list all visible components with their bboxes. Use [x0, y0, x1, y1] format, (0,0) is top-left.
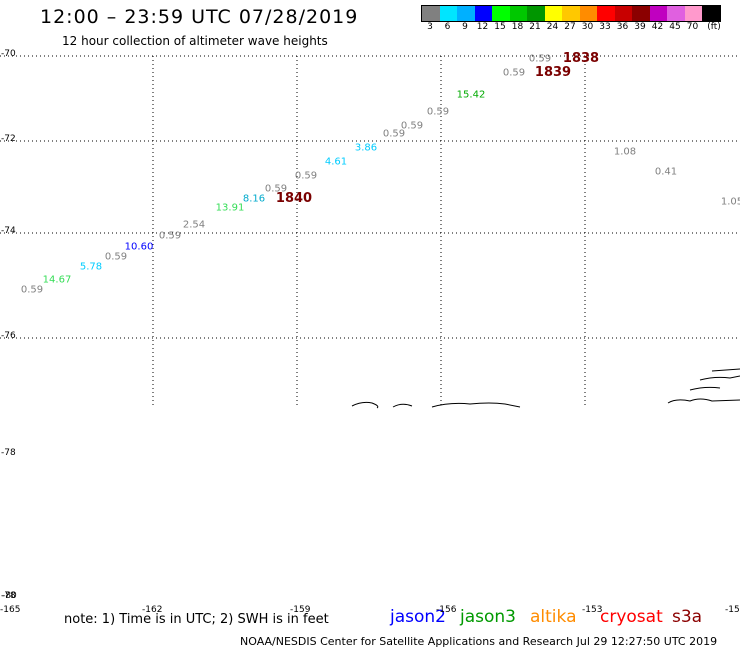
cycle-label: 1839 [534, 65, 572, 80]
latitude-label: -74 [1, 226, 16, 236]
wave-height-label: 15.42 [456, 89, 486, 101]
longitude-label: -153 [582, 605, 603, 615]
units-note: note: 1) Time is in UTC; 2) SWH is in fe… [64, 612, 329, 627]
wave-height-label: 13.91 [215, 202, 245, 214]
color-swatch [562, 6, 580, 21]
color-swatch [667, 6, 685, 21]
color-scale-label: 39 [634, 22, 646, 32]
wave-height-label: 0.59 [426, 106, 450, 118]
color-swatch [474, 6, 492, 21]
wave-height-label: 10.60 [124, 241, 154, 253]
color-scale-label: 15 [494, 22, 506, 32]
wave-height-label: 0.59 [400, 120, 424, 132]
coastline [351, 368, 740, 409]
cycle-label: 1838 [562, 51, 600, 66]
color-scale-label: 45 [669, 22, 681, 32]
wave-height-label: 4.61 [324, 156, 348, 168]
color-swatch [544, 6, 562, 21]
color-scale-label: 12 [476, 22, 489, 32]
longitude-label: -165 [0, 605, 21, 615]
wave-height-label: 0.41 [654, 166, 678, 178]
satellite-legend-item: jason2 [390, 607, 446, 627]
color-swatch [422, 6, 440, 21]
satellite-legend-item: s3a [672, 607, 703, 627]
wave-height-label: 0.59 [528, 53, 552, 65]
color-scale-label: 9 [462, 22, 468, 32]
wave-height-label: 0.59 [158, 230, 182, 242]
wave-height-label: 2.54 [182, 219, 206, 231]
color-swatch [492, 6, 510, 21]
color-scale-label: 6 [444, 22, 451, 32]
wave-height-label: 0.59 [104, 251, 128, 263]
color-scale-label: 3 [427, 22, 433, 32]
latitude-label: -78 [1, 448, 16, 458]
color-swatch [632, 6, 650, 21]
color-scale-label: 18 [511, 22, 524, 32]
color-swatch [439, 6, 457, 21]
wave-height-label: 0.59 [294, 170, 318, 182]
chart-subtitle: 12 hour collection of altimeter wave hei… [62, 34, 328, 48]
latitude-label: -70 [1, 49, 16, 59]
color-scale-label: 27 [564, 22, 576, 32]
longitude-label: -159 [290, 605, 311, 615]
longitude-label: -162 [142, 605, 163, 615]
latitude-label: -78 [1, 591, 16, 601]
color-scale-bar [421, 5, 721, 22]
color-swatch [702, 6, 720, 21]
longitude-label: -150 [725, 605, 740, 615]
color-swatch [457, 6, 475, 21]
chart-title: 12:00 – 23:59 UTC 07/28/2019 [40, 6, 359, 28]
wave-height-label: 5.78 [79, 261, 103, 273]
color-scale-label: 24 [546, 22, 559, 32]
longitude-label: -156 [436, 605, 457, 615]
wave-height-label: 0.59 [382, 128, 406, 140]
wave-height-label: 3.86 [354, 142, 378, 154]
wave-height-label: 14.67 [42, 274, 72, 286]
color-swatch [614, 6, 632, 21]
satellite-legend-item: altika [530, 607, 577, 627]
color-swatch [509, 6, 527, 21]
color-scale-label: 42 [651, 22, 664, 32]
color-swatch [597, 6, 615, 21]
wave-height-label: 0.59 [20, 284, 44, 296]
grid-lines [0, 55, 740, 405]
color-scale-label: 70 [686, 22, 699, 32]
satellite-legend-item: jason3 [460, 607, 516, 627]
color-scale-label: 30 [581, 22, 594, 32]
color-scale-label: 36 [616, 22, 629, 32]
color-swatch [649, 6, 667, 21]
wave-height-label: 1.08 [613, 146, 637, 158]
color-swatch [579, 6, 597, 21]
color-swatch [684, 6, 702, 21]
wave-height-label: 1.05 [720, 196, 740, 208]
color-swatch [527, 6, 545, 21]
color-scale-label: 21 [529, 22, 541, 32]
color-scale-label: 33 [599, 22, 611, 32]
color-scale-label: (ft) [707, 22, 721, 32]
wave-height-label: 0.59 [502, 67, 526, 79]
wave-height-label: 0.59 [264, 183, 288, 195]
cycle-label: 1840 [275, 191, 313, 206]
footer-credit: NOAA/NESDIS Center for Satellite Applica… [240, 635, 718, 648]
wave-height-label: 8.16 [242, 193, 266, 205]
latitude-label: -76 [1, 331, 16, 341]
satellite-legend-item: cryosat [600, 607, 663, 627]
latitude-label: -80 [2, 591, 17, 601]
latitude-label: -72 [1, 134, 16, 144]
